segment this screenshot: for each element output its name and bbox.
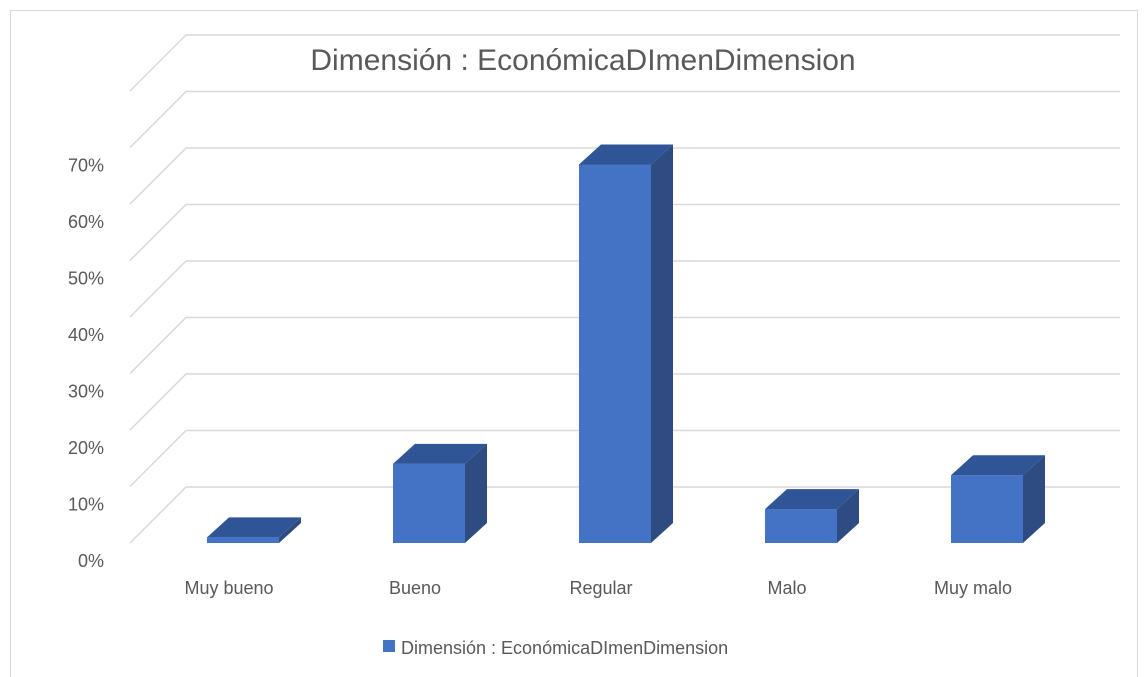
y-tick-label: 30% xyxy=(68,382,104,402)
bar-side xyxy=(465,443,487,543)
bar xyxy=(951,455,1045,543)
x-axis-category-labels: Muy bueno Bueno Regular Malo Muy malo xyxy=(184,578,1012,598)
bar-front xyxy=(207,537,279,543)
x-category-label: Muy bueno xyxy=(184,578,273,598)
gridline xyxy=(129,316,1120,375)
bar-side xyxy=(837,489,859,543)
gridline xyxy=(129,203,1120,262)
y-tick-label: 60% xyxy=(68,212,104,232)
bar-top xyxy=(579,144,673,165)
bar-front xyxy=(765,509,837,543)
legend-label: Dimensión : EconómicaDImenDimension xyxy=(401,638,728,658)
bar-side xyxy=(651,144,673,543)
bar xyxy=(579,144,673,543)
bar-side xyxy=(1023,455,1045,543)
gridline xyxy=(129,147,1120,205)
bar xyxy=(393,443,487,543)
gridlines xyxy=(129,34,1120,544)
gridline xyxy=(129,260,1120,318)
y-tick-label: 20% xyxy=(68,438,104,458)
bar xyxy=(765,489,859,543)
bar-front xyxy=(393,463,465,543)
gridline xyxy=(129,34,1120,92)
y-tick-label: 40% xyxy=(68,325,104,345)
legend: Dimensión : EconómicaDImenDimension xyxy=(383,638,728,658)
bar-top xyxy=(393,443,487,464)
x-category-label: Regular xyxy=(569,578,632,598)
y-tick-label: 10% xyxy=(68,495,104,515)
gridline xyxy=(129,486,1120,544)
y-tick-label: 70% xyxy=(68,156,104,176)
bar-front xyxy=(951,475,1023,543)
bars xyxy=(207,144,1045,543)
bar-top xyxy=(207,517,301,538)
x-category-label: Muy malo xyxy=(934,578,1012,598)
legend-swatch xyxy=(383,640,395,652)
bar-side xyxy=(279,517,301,543)
chart-frame xyxy=(10,10,1138,677)
gridline xyxy=(129,429,1120,488)
gridline xyxy=(129,373,1120,431)
x-category-label: Malo xyxy=(767,578,806,598)
bar-front xyxy=(579,164,651,543)
bar-top xyxy=(951,455,1045,476)
y-axis-tick-labels: 0% 10% 20% 30% 40% 50% 60% 70% xyxy=(68,156,104,572)
bar xyxy=(207,517,301,543)
chart-title: Dimensión : EconómicaDImenDimension xyxy=(310,44,855,77)
x-category-label: Bueno xyxy=(389,578,441,598)
gridline xyxy=(129,90,1120,149)
y-tick-label: 0% xyxy=(78,551,104,571)
bar-top xyxy=(765,489,859,510)
y-tick-label: 50% xyxy=(68,269,104,289)
